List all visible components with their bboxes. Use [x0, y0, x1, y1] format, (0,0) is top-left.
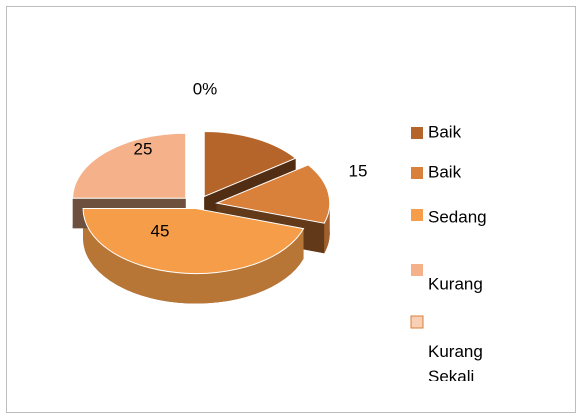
slice [203, 130, 297, 198]
data-label: 25 [134, 139, 153, 158]
legend: Baik Baik Sedang Kurang Kurang Sekali [410, 122, 487, 386]
legend-swatch [411, 127, 423, 139]
legend-label: Baik [428, 122, 462, 141]
slice [82, 208, 305, 275]
data-label: 0% [193, 79, 218, 98]
legend-label: Baik [428, 162, 462, 181]
legend-label: Kurang Sekali [428, 342, 483, 386]
slice [72, 132, 187, 199]
pie: 15 45 25 0% [72, 79, 368, 304]
legend-swatch [411, 209, 423, 221]
legend-label: Kurang [428, 274, 483, 293]
data-label: 15 [349, 161, 368, 180]
legend-swatch [411, 167, 423, 179]
slice-side [83, 208, 304, 304]
data-label: 45 [151, 221, 170, 240]
legend-label: Sedang [428, 207, 487, 226]
slice-side [324, 203, 330, 254]
legend-swatch [411, 264, 423, 276]
slice [215, 164, 331, 224]
legend-swatch [410, 315, 424, 329]
